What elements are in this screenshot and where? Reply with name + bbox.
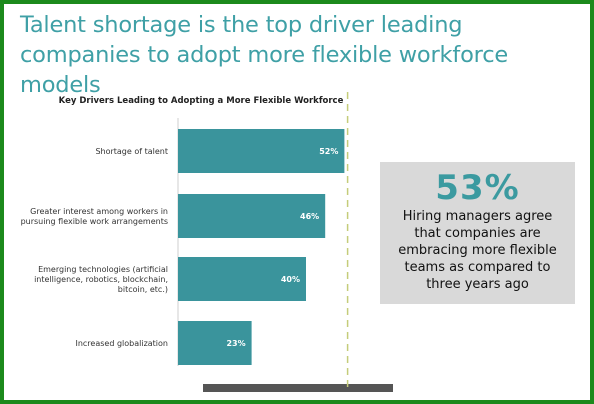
data-label-3: 40%	[281, 275, 300, 284]
bottom-strip	[203, 384, 393, 392]
chart-title: Key Drivers Leading to Adopting a More F…	[58, 96, 344, 106]
callout-text: Hiring managers agree that companies are…	[398, 209, 557, 292]
data-label-2: 46%	[300, 212, 319, 221]
slide-title: Talent shortage is the top driver leadin…	[20, 12, 509, 98]
category-label-2: Greater interest among workers in pursuin…	[21, 207, 168, 226]
bar-3	[178, 257, 306, 301]
stat-callout: 53% Hiring managers agree that companies…	[380, 162, 575, 304]
bar-2	[178, 194, 326, 238]
data-label-4: 23%	[226, 339, 245, 348]
category-label-3: Emerging technologies (artificial intelli…	[34, 265, 168, 294]
bar-4	[178, 321, 252, 365]
bar-1	[178, 129, 345, 173]
category-label-1: Shortage of talent	[95, 147, 168, 156]
callout-stat: 53%	[435, 168, 520, 208]
data-label-1: 52%	[319, 147, 338, 156]
category-label-4: Increased globalization	[75, 339, 168, 348]
